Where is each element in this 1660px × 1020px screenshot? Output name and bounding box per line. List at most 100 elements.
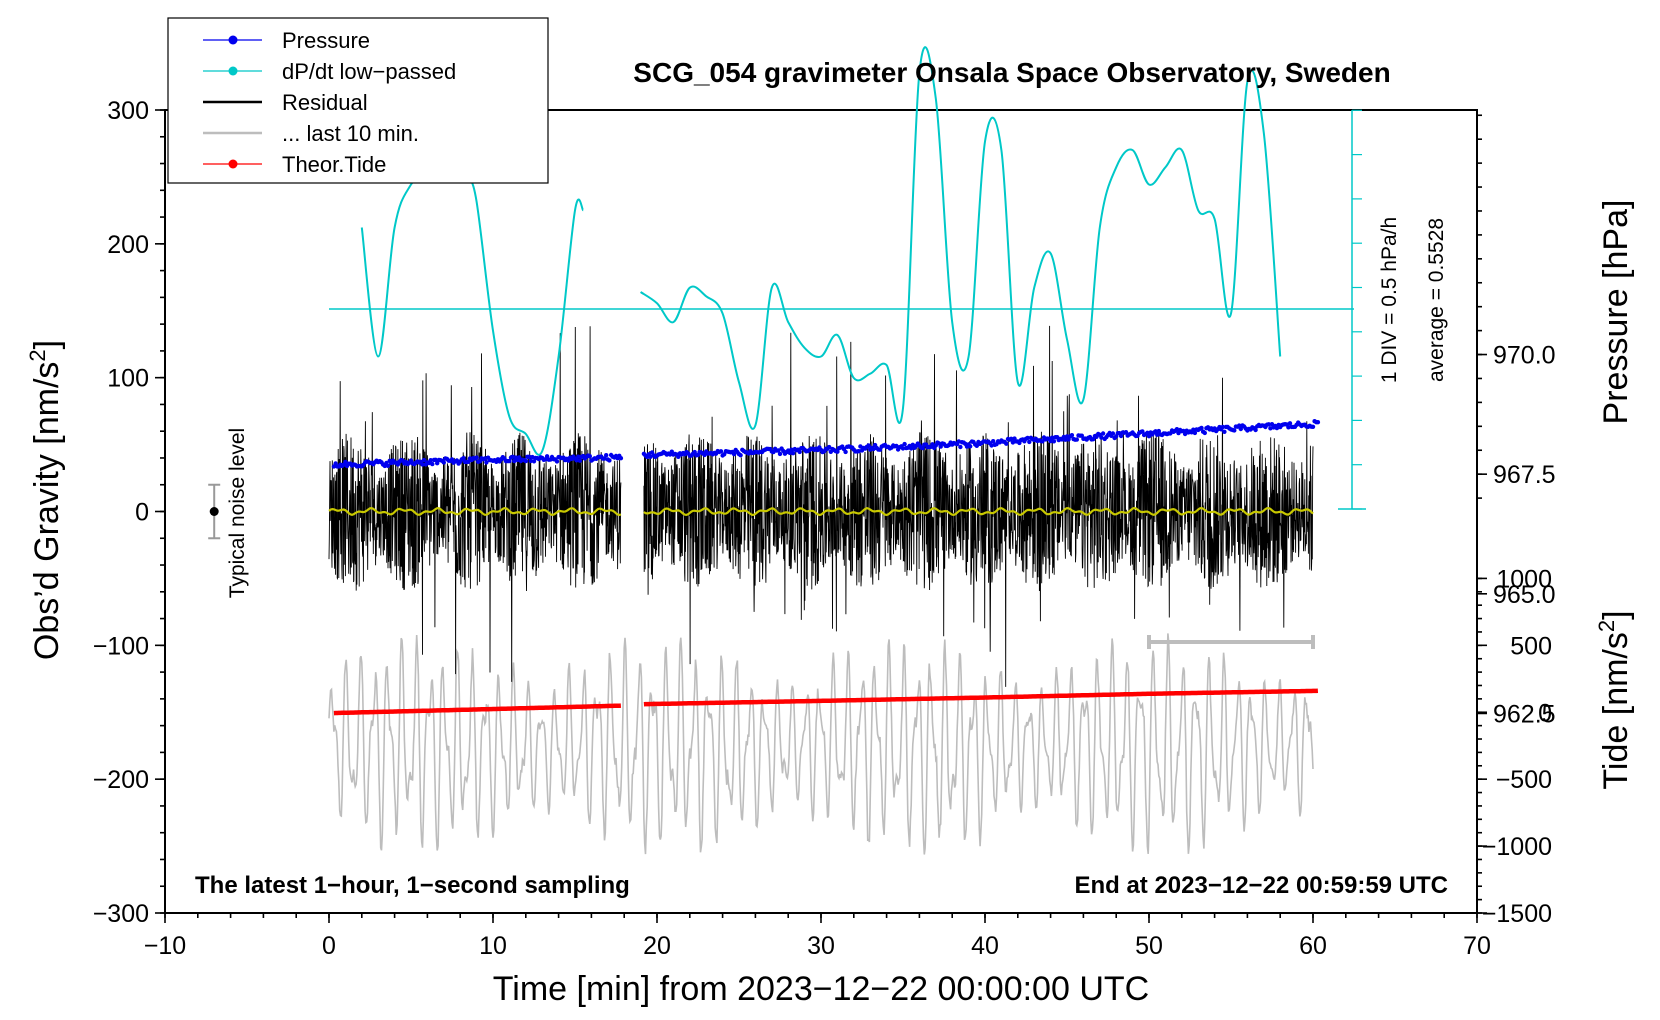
pressure-point xyxy=(1069,433,1075,438)
y-tick-label: −100 xyxy=(93,632,149,660)
pressure-point xyxy=(835,449,840,454)
legend-swatch-marker xyxy=(228,35,238,45)
pressure-point xyxy=(1220,424,1226,430)
y-tick-label: 300 xyxy=(107,97,149,125)
x-axis-ticks: −10 0 10 20 30 40 50 60 70 xyxy=(144,913,1491,960)
pressure-point xyxy=(1202,430,1208,436)
end-time-note: End at 2023−12−22 00:59:59 UTC xyxy=(1074,872,1448,899)
pressure-point xyxy=(1266,422,1271,427)
legend-label: Theor.Tide xyxy=(282,152,386,177)
pressure-point xyxy=(554,459,560,464)
pressure-point xyxy=(1253,427,1258,433)
tide-axis-ticks: 1000 500 0 −500 −1000 −1500 xyxy=(1477,565,1552,928)
pressure-point xyxy=(968,444,973,449)
pressure-point xyxy=(871,446,876,452)
pressure-point xyxy=(1237,423,1242,428)
y-tick-label: 0 xyxy=(135,499,149,527)
pressure-point xyxy=(1025,435,1030,441)
pressure-point xyxy=(449,457,455,462)
tide-line xyxy=(333,688,1319,716)
tide-tick-label: 1000 xyxy=(1496,565,1552,593)
y-tick-label: −300 xyxy=(93,900,149,928)
tide-tick-label: −1500 xyxy=(1482,900,1552,928)
pressure-point xyxy=(607,458,612,463)
pressure-tick-label: 967.5 xyxy=(1493,461,1556,489)
pressure-point xyxy=(428,458,433,463)
pressure-point xyxy=(421,457,427,463)
pressure-point xyxy=(1009,436,1014,441)
pressure-point xyxy=(574,458,579,463)
residual-smoothed-series xyxy=(328,506,1314,517)
pressure-point xyxy=(900,446,906,451)
dpdt-series xyxy=(329,45,1354,456)
pressure-axis-ticks: 970.0 967.5 965.0 962.5 xyxy=(1477,114,1556,728)
pressure-point xyxy=(894,443,899,449)
pressure-point xyxy=(526,454,532,459)
pressure-point xyxy=(1004,441,1009,446)
pressure-point xyxy=(1051,439,1057,444)
pressure-point xyxy=(441,460,446,465)
pressure-point xyxy=(1286,425,1291,430)
pressure-point xyxy=(1099,435,1104,440)
pressure-point xyxy=(1048,438,1053,444)
pressure-point xyxy=(718,449,724,454)
pressure-point xyxy=(1174,427,1180,432)
pressure-tick-label: 965.0 xyxy=(1493,581,1556,609)
pressure-point xyxy=(771,449,776,455)
pressure-tick-label: 970.0 xyxy=(1493,342,1556,370)
pressure-point xyxy=(1010,440,1016,445)
noise-level-label: Typical noise level xyxy=(226,428,249,598)
pressure-point xyxy=(1074,437,1080,442)
pressure-point xyxy=(797,449,802,455)
pressure-point xyxy=(1222,429,1227,434)
pressure-point xyxy=(1146,434,1152,439)
pressure-point xyxy=(433,457,438,462)
x-tick-label: −10 xyxy=(144,932,186,960)
x-tick-label: 60 xyxy=(1299,932,1327,960)
pressure-point xyxy=(602,456,607,461)
y-left-title-main: Obs’d Gravity [nm/s xyxy=(28,362,66,661)
pressure-point xyxy=(474,455,479,460)
pressure-point xyxy=(510,454,515,459)
residual-line xyxy=(328,325,1314,687)
y-left-title-sup: 2 xyxy=(25,349,50,361)
x-tick-label: 20 xyxy=(643,932,671,960)
pressure-point xyxy=(648,454,653,459)
y-left-axis-ticks: 300 200 100 0 −100 −200 −300 xyxy=(93,97,165,928)
pressure-point xyxy=(484,460,489,465)
pressure-point xyxy=(1232,428,1237,433)
pressure-point xyxy=(909,446,914,451)
sampling-note: The latest 1−hour, 1−second sampling xyxy=(195,872,630,899)
tide-title-sup: 2 xyxy=(1594,620,1619,632)
pressure-point xyxy=(343,459,348,465)
pressure-point xyxy=(1118,433,1124,439)
pressure-point xyxy=(1123,430,1129,435)
tide-tick-label: −1000 xyxy=(1482,833,1552,861)
pressure-point xyxy=(1100,431,1106,436)
pressure-point xyxy=(1063,437,1068,442)
pressure-point xyxy=(507,458,512,464)
x-tick-label: 0 xyxy=(322,932,336,960)
noise-bar-center xyxy=(209,507,219,516)
pressure-point xyxy=(430,461,435,467)
pressure-point xyxy=(1140,429,1145,434)
pressure-point xyxy=(385,463,391,468)
pressure-point xyxy=(856,449,861,454)
pressure-point xyxy=(958,444,963,450)
tide-axis-title: Tide [nm/s2] xyxy=(1594,610,1635,789)
pressure-point xyxy=(517,455,522,460)
pressure-point xyxy=(991,439,996,444)
pressure-point xyxy=(466,459,471,464)
pressure-point xyxy=(676,454,681,459)
tide-title-main: Tide [nm/s xyxy=(1597,632,1635,789)
tide-tick-label: 500 xyxy=(1510,632,1552,660)
pressure-point xyxy=(776,448,781,453)
dpdt-line-segment-1 xyxy=(360,45,585,456)
x-tick-label: 40 xyxy=(971,932,999,960)
pressure-point xyxy=(930,442,935,447)
pressure-point xyxy=(1315,420,1321,425)
pressure-point xyxy=(420,462,425,467)
pressure-point xyxy=(544,454,550,459)
chart-title: SCG_054 gravimeter Onsala Space Observat… xyxy=(633,57,1390,88)
x-axis-title: Time [min] from 2023−12−22 00:00:00 UTC xyxy=(493,970,1149,1008)
